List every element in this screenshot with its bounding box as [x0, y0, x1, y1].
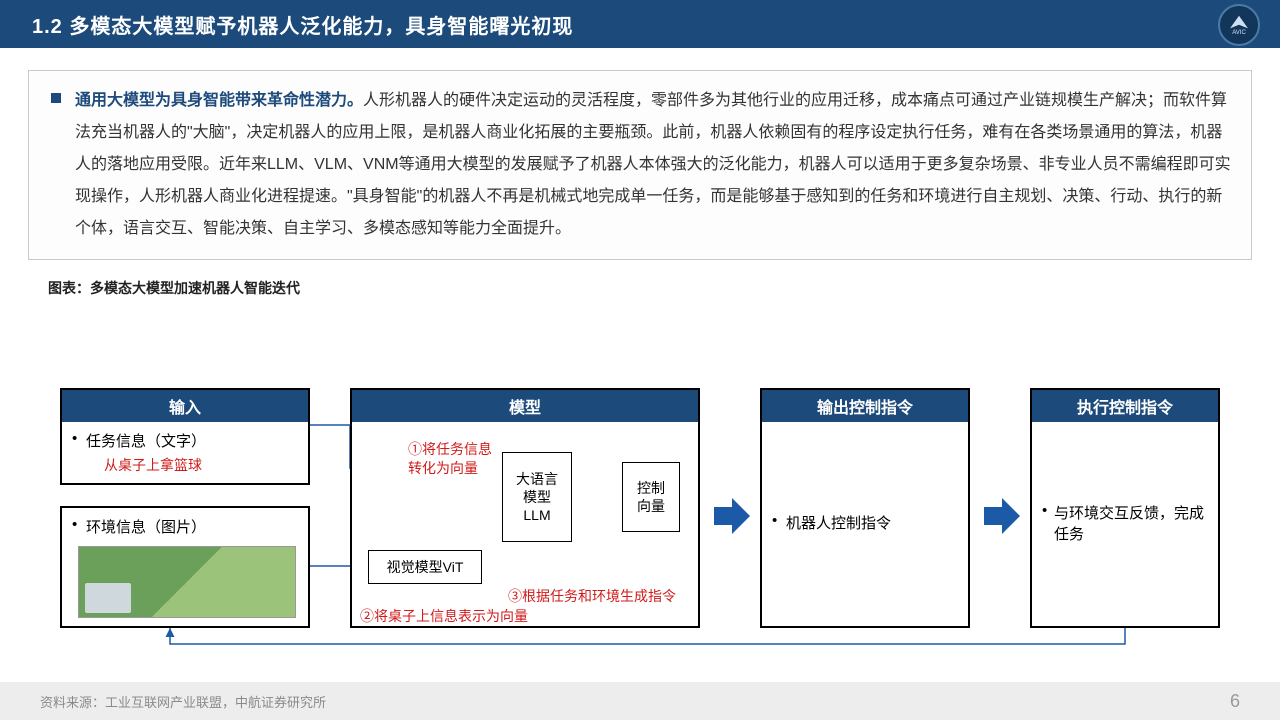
- ctrl-vector-box: 控制 向量: [622, 462, 680, 532]
- output-panel: 输出控制指令 •机器人控制指令: [760, 388, 970, 628]
- lead-sentence: 通用大模型为具身智能带来革命性潜力。: [75, 92, 363, 109]
- exec-panel: 执行控制指令 •与环境交互反馈，完成任务: [1030, 388, 1220, 628]
- env-image-placeholder: [78, 546, 296, 618]
- model-annotation-1: ①将任务信息 转化为向量: [408, 440, 492, 478]
- output-panel-body: •机器人控制指令: [762, 422, 968, 541]
- model-panel: 模型 ①将任务信息 转化为向量 视觉模型ViT 大语言 模型 LLM 控制 向量…: [350, 388, 700, 628]
- input-env-label: •环境信息（图片）: [62, 508, 308, 545]
- logo-text: AVIC: [1232, 30, 1246, 36]
- llm-box: 大语言 模型 LLM: [502, 452, 572, 542]
- main-paragraph-box: 通用大模型为具身智能带来革命性潜力。人形机器人的硬件决定运动的灵活程度，零部件多…: [28, 70, 1252, 260]
- source-text: 资料来源：工业互联网产业联盟，中航证券研究所: [40, 692, 326, 711]
- slide-footer: 资料来源：工业互联网产业联盟，中航证券研究所 6: [0, 682, 1280, 720]
- input-panel-head: 输入: [62, 390, 308, 422]
- body-text: 人形机器人的硬件决定运动的灵活程度，零部件多为其他行业的应用迁移，成本痛点可通过…: [75, 92, 1231, 237]
- diagram-container: 输入 •任务信息（文字） 从桌子上拿篮球 •环境信息（图片） 模型 ①将任务信息…: [60, 388, 1220, 648]
- slide-title: 1.2 多模态大模型赋予机器人泛化能力，具身智能曙光初现: [32, 10, 573, 39]
- bullet-square-icon: [51, 93, 61, 103]
- model-annotation-2: ②将桌子上信息表示为向量: [360, 606, 528, 626]
- flow-arrow-2: [984, 498, 1020, 534]
- vit-box: 视觉模型ViT: [368, 550, 482, 584]
- exec-panel-head: 执行控制指令: [1032, 390, 1218, 422]
- slide-header: 1.2 多模态大模型赋予机器人泛化能力，具身智能曙光初现 AVIC: [0, 0, 1280, 48]
- exec-panel-body: •与环境交互反馈，完成任务: [1032, 422, 1218, 552]
- input-panel-env: •环境信息（图片）: [60, 506, 310, 628]
- model-panel-head: 模型: [352, 390, 698, 422]
- avic-logo: AVIC: [1218, 4, 1260, 46]
- input-panel-task: 输入 •任务信息（文字） 从桌子上拿篮球: [60, 388, 310, 485]
- model-annotation-3: ③根据任务和环境生成指令: [508, 586, 676, 606]
- flow-arrow-1: [714, 498, 750, 534]
- page-number: 6: [1230, 691, 1240, 712]
- figure-caption: 图表：多模态大模型加速机器人智能迭代: [48, 278, 1280, 298]
- input-task-example: 从桌子上拿篮球: [104, 455, 298, 475]
- output-panel-head: 输出控制指令: [762, 390, 968, 422]
- input-task-label: •任务信息（文字） 从桌子上拿篮球: [62, 422, 308, 483]
